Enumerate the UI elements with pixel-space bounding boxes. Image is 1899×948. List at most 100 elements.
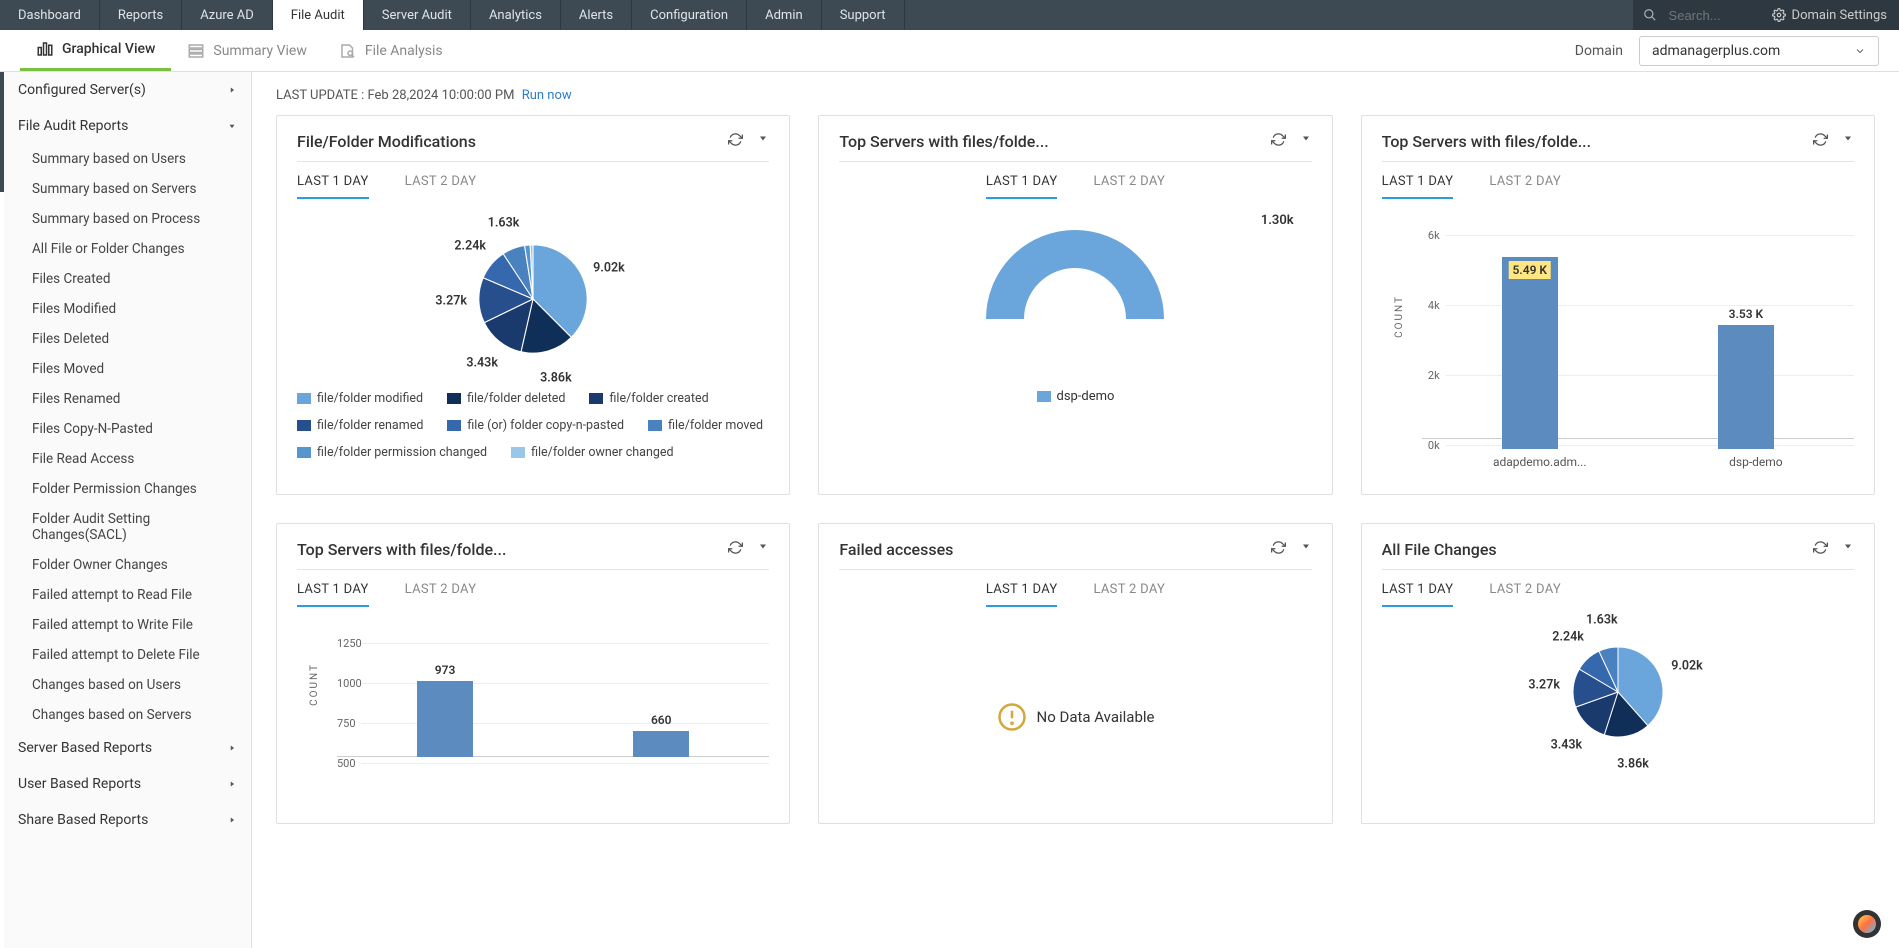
search-icon [1643,8,1657,22]
body: Configured Server(s)File Audit ReportsSu… [0,72,1899,948]
sidebar-item[interactable]: Failed attempt to Read File [4,580,251,610]
tab-last1day[interactable]: LAST 1 DAY [986,582,1058,607]
sidebar-item[interactable]: Changes based on Servers [4,700,251,730]
card-failed-accesses: Failed accesses LAST 1 DAY LAST 2 DAY No… [818,523,1332,824]
dropdown-icon[interactable] [1842,132,1854,151]
spacer [905,0,1633,30]
refresh-icon[interactable] [728,540,743,559]
domain-settings-label: Domain Settings [1792,8,1887,23]
refresh-icon[interactable] [1271,132,1286,151]
tab-last1day[interactable]: LAST 1 DAY [297,174,369,199]
pie-slice-label: 3.86k [540,370,572,385]
sidebar-item[interactable]: Folder Owner Changes [4,550,251,580]
global-search[interactable] [1633,0,1760,30]
sidebar-item[interactable]: Changes based on Users [4,670,251,700]
sidebar-item[interactable]: Folder Permission Changes [4,474,251,504]
tab-last1day[interactable]: LAST 1 DAY [297,582,369,607]
topnav-tab-configuration[interactable]: Configuration [632,0,747,30]
topnav-tab-analytics[interactable]: Analytics [471,0,561,30]
topnav-tab-server-audit[interactable]: Server Audit [364,0,471,30]
legend-item: file/folder permission changed [297,445,487,460]
refresh-icon[interactable] [1813,132,1828,151]
tab-last2day[interactable]: LAST 2 DAY [405,174,477,199]
y-axis-label: COUNT [309,663,320,706]
domain-value: admanagerplus.com [1652,43,1780,59]
tab-last1day[interactable]: LAST 1 DAY [1382,174,1454,199]
tab-last2day[interactable]: LAST 2 DAY [1489,582,1561,607]
sidebar-item[interactable]: Files Renamed [4,384,251,414]
legend-item: file/folder modified [297,391,423,406]
sidebar-section-file-audit-reports[interactable]: File Audit Reports [4,108,251,144]
sidebar-item[interactable]: Folder Audit Setting Changes(SACL) [4,504,251,550]
sidebar-item[interactable]: Files Created [4,264,251,294]
tab-last2day[interactable]: LAST 2 DAY [1489,174,1561,199]
sidebar-item[interactable]: Files Modified [4,294,251,324]
dropdown-icon[interactable] [1300,540,1312,559]
pie-slice-label: 3.43k [466,356,498,371]
tab-last1day[interactable]: LAST 1 DAY [1382,582,1454,607]
chevron-icon [227,85,237,95]
dropdown-icon[interactable] [757,540,769,559]
legend-item: file/folder moved [648,418,763,433]
help-bubble[interactable] [1853,910,1881,938]
topnav-tab-alerts[interactable]: Alerts [561,0,632,30]
pie-slice-label: 2.24k [454,239,486,254]
topnav-tab-file-audit[interactable]: File Audit [273,0,364,30]
subnav-summary-view[interactable]: Summary View [171,30,322,71]
topnav-tab-dashboard[interactable]: Dashboard [0,0,100,30]
sidebar-item[interactable]: Files Moved [4,354,251,384]
sidebar-item[interactable]: Summary based on Servers [4,174,251,204]
pie-chart: 9.02k3.86k3.43k3.27k2.24k1.63k [1382,627,1854,757]
pie-slice-label: 9.02k [593,260,625,275]
tab-last2day[interactable]: LAST 2 DAY [405,582,477,607]
tab-last2day[interactable]: LAST 2 DAY [1093,174,1165,199]
dropdown-icon[interactable] [757,132,769,151]
sidebar-section-configured-server-s-[interactable]: Configured Server(s) [4,72,251,108]
legend: file/folder modifiedfile/folder deletedf… [297,391,769,460]
pie-slice-label: 1.63k [488,215,520,230]
sidebar-section-share-based-reports[interactable]: Share Based Reports [4,802,251,838]
dropdown-icon[interactable] [1842,540,1854,559]
sidebar-item[interactable]: Files Copy-N-Pasted [4,414,251,444]
sidebar-item[interactable]: File Read Access [4,444,251,474]
sidebar-item[interactable]: Files Deleted [4,324,251,354]
chevron-icon [227,743,237,753]
no-data-label: No Data Available [1037,708,1155,726]
card-title: File/Folder Modifications [297,132,728,151]
card-title: All File Changes [1382,540,1813,559]
refresh-icon[interactable] [728,132,743,151]
subnav-file-analysis[interactable]: File Analysis [323,30,459,71]
main-content: LAST UPDATE : Feb 28,2024 10:00:00 PM Ru… [252,72,1899,948]
sidebar-item[interactable]: All File or Folder Changes [4,234,251,264]
domain-select[interactable]: admanagerplus.com [1639,36,1879,66]
sidebar-item[interactable]: Failed attempt to Delete File [4,640,251,670]
card-title: Top Servers with files/folde... [297,540,728,559]
legend-item: file (or) folder copy-n-pasted [447,418,624,433]
refresh-icon[interactable] [1271,540,1286,559]
run-now-link[interactable]: Run now [522,88,572,103]
sidebar-item[interactable]: Failed attempt to Write File [4,610,251,640]
search-input[interactable] [1669,8,1749,23]
refresh-icon[interactable] [1813,540,1828,559]
top-navigation: DashboardReportsAzure ADFile AuditServer… [0,0,1899,30]
topnav-tab-support[interactable]: Support [822,0,905,30]
sidebar-item[interactable]: Summary based on Process [4,204,251,234]
topnav-tab-azure-ad[interactable]: Azure AD [182,0,273,30]
legend-item: file/folder owner changed [511,445,674,460]
tab-last2day[interactable]: LAST 2 DAY [1093,582,1165,607]
domain-selector-wrap: Domain admanagerplus.com [1575,36,1879,66]
dropdown-icon[interactable] [1300,132,1312,151]
subnav-graphical-view[interactable]: Graphical View [20,30,171,71]
sidebar-section-server-based-reports[interactable]: Server Based Reports [4,730,251,766]
sidebar-item[interactable]: Summary based on Users [4,144,251,174]
bar: 5.49 K [1502,257,1558,449]
sidebar-collapse-handle[interactable] [251,262,252,306]
info-icon [997,702,1027,732]
topnav-tab-admin[interactable]: Admin [747,0,822,30]
domain-settings-button[interactable]: Domain Settings [1760,0,1899,30]
tab-last1day[interactable]: LAST 1 DAY [986,174,1058,199]
topnav-tab-reports[interactable]: Reports [100,0,182,30]
sidebar-section-user-based-reports[interactable]: User Based Reports [4,766,251,802]
pie-slice-label: 3.27k [1528,677,1560,692]
chevron-icon [227,779,237,789]
